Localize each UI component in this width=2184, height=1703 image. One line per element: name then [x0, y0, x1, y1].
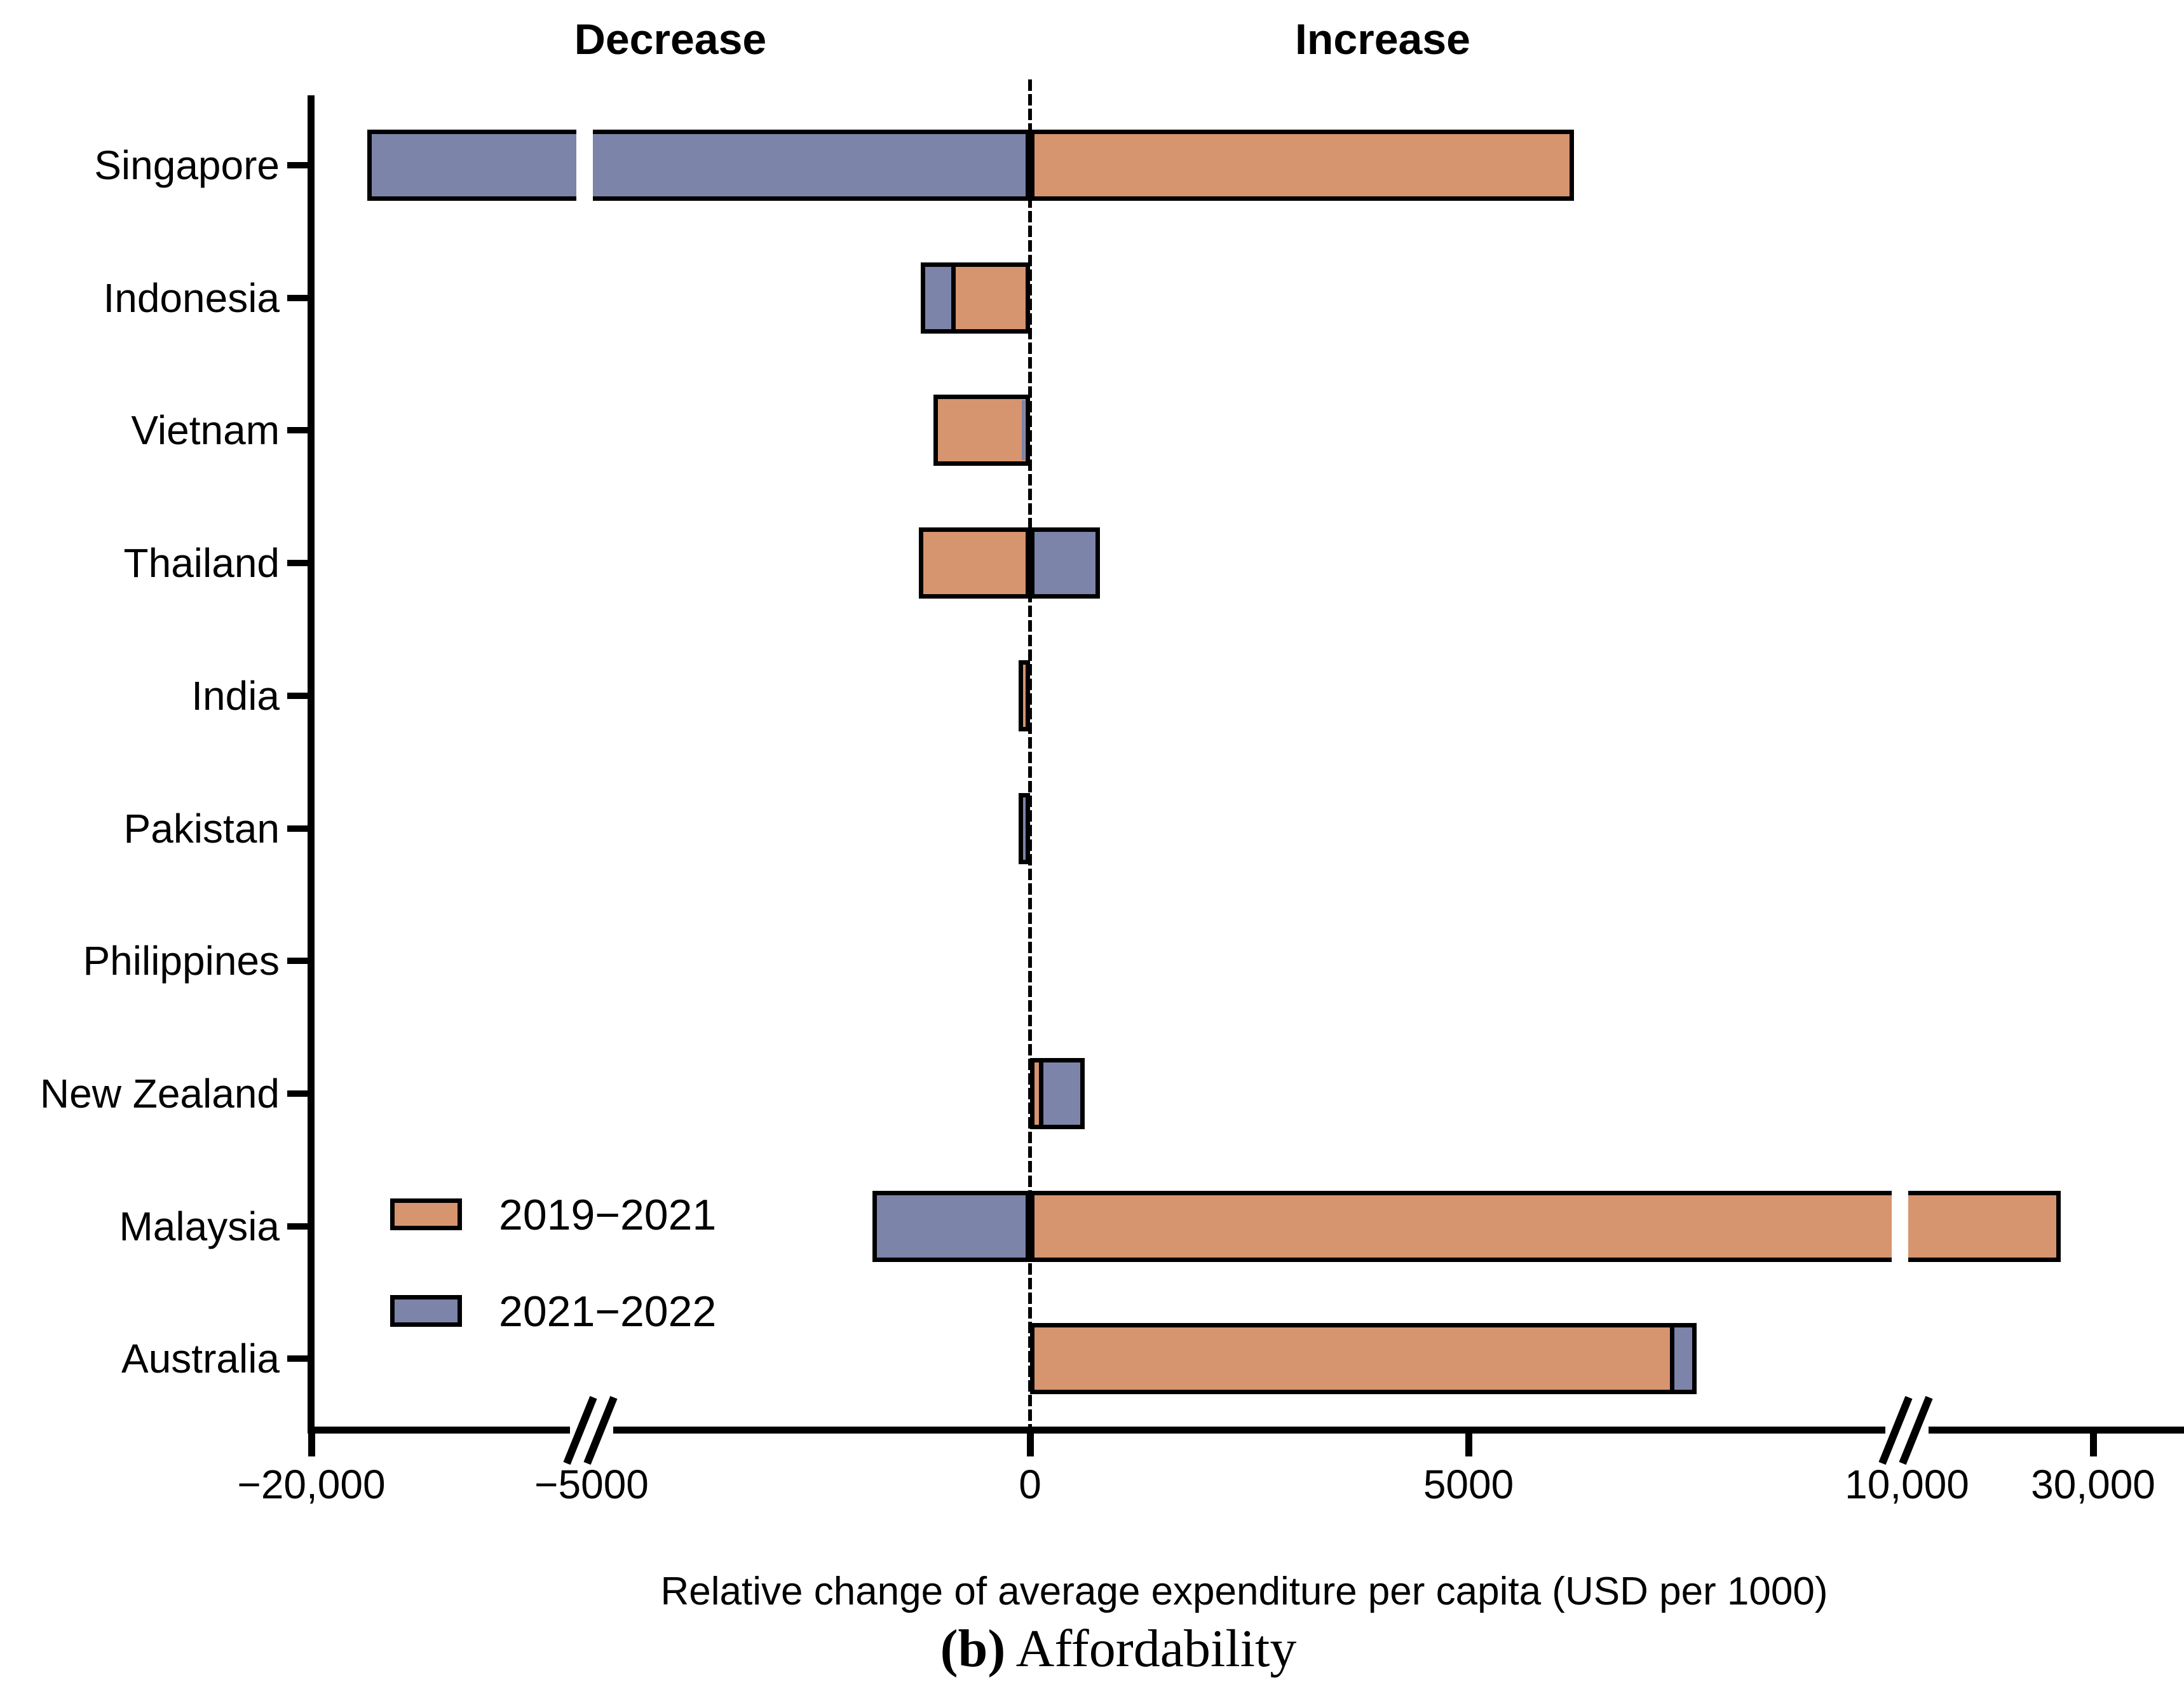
y-label-indonesia: Indonesia	[103, 275, 280, 321]
bar-australia-2019-2021	[1030, 1323, 1675, 1395]
y-tick-indonesia	[287, 294, 308, 301]
increase-header: Increase	[1295, 15, 1470, 64]
bar-thailand-2019-2021	[918, 527, 1030, 599]
x-tick-label--20000: −20,000	[237, 1462, 386, 1507]
bar-indonesia-2019-2021	[951, 262, 1030, 334]
decrease-header: Decrease	[574, 15, 767, 64]
x-tick-label-10000: 10,000	[1845, 1462, 1969, 1507]
y-tick-malaysia	[287, 1223, 308, 1230]
zero-dashed-line	[1028, 79, 1032, 1427]
figure-caption: (b) Affordability	[483, 1617, 1754, 1681]
y-tick-vietnam	[287, 427, 308, 434]
caption-index: (b)	[940, 1619, 1006, 1678]
y-tick-pakistan	[287, 825, 308, 832]
x-tick-label-30000: 30,000	[2031, 1462, 2155, 1507]
legend-swatch-2019-2021	[390, 1198, 462, 1230]
y-label-vietnam: Vietnam	[131, 407, 280, 454]
y-tick-singapore	[287, 162, 308, 168]
y-label-new-zealand: New Zealand	[39, 1070, 280, 1116]
y-label-india: India	[191, 672, 280, 719]
bar-singapore-2021-2022	[367, 130, 1030, 201]
y-label-australia: Australia	[121, 1336, 280, 1382]
x-tick-label--5000: −5000	[534, 1462, 649, 1507]
bar-malaysia-2019-2021	[1030, 1190, 2061, 1262]
x-tick--20000	[308, 1434, 315, 1456]
y-label-pakistan: Pakistan	[123, 805, 280, 852]
bar-india-2019-2021	[1019, 660, 1030, 731]
x-tick-label-0: 0	[1019, 1462, 1041, 1507]
x-tick-label-5000: 5000	[1423, 1462, 1514, 1507]
bar-vietnam-2021-2022	[1021, 400, 1025, 461]
y-axis-spine	[308, 95, 315, 1430]
y-label-philippines: Philippines	[83, 938, 280, 984]
bar-singapore-2019-2021	[1030, 130, 1574, 201]
x-tick-5000	[1465, 1434, 1472, 1456]
legend-label-2019-2021: 2019−2021	[499, 1191, 717, 1239]
y-label-malaysia: Malaysia	[119, 1203, 280, 1249]
y-label-singapore: Singapore	[94, 142, 280, 188]
bar-new-zealand-2019-2021	[1030, 1057, 1043, 1129]
y-tick-new-zealand	[287, 1090, 308, 1097]
legend-swatch-2021-2022	[390, 1295, 462, 1327]
y-tick-india	[287, 692, 308, 699]
legend-label-2021-2022: 2021−2022	[499, 1287, 717, 1336]
bar-pakistan-2021-2022	[1019, 792, 1030, 864]
bar-break-gap	[576, 128, 593, 203]
x-tick-30000	[2090, 1434, 2097, 1456]
x-axis-title: Relative change of average expenditure p…	[660, 1570, 1828, 1613]
x-axis-line	[308, 1427, 2184, 1434]
y-tick-philippines	[287, 958, 308, 965]
x-tick-0	[1027, 1434, 1034, 1456]
bar-thailand-2021-2022	[1030, 527, 1101, 599]
y-label-thailand: Thailand	[123, 540, 280, 587]
bar-break-gap	[1892, 1188, 1908, 1264]
caption-text: Affordability	[1005, 1619, 1297, 1678]
y-tick-australia	[287, 1355, 308, 1362]
y-tick-thailand	[287, 560, 308, 567]
bar-vietnam-2019-2021	[933, 395, 1030, 466]
bar-malaysia-2021-2022	[872, 1190, 1030, 1262]
